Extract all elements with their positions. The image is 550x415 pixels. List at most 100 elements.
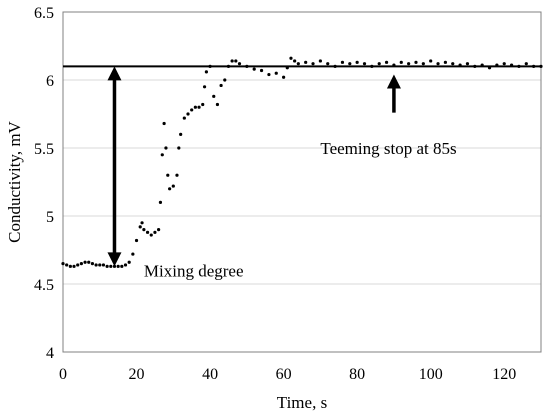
data-point [157, 228, 161, 232]
data-point [116, 264, 120, 268]
data-point [282, 75, 286, 79]
annotation-text: Teeming stop at 85s [320, 139, 456, 158]
data-point [293, 59, 297, 63]
data-point [285, 66, 289, 70]
x-tick-label: 0 [59, 366, 67, 383]
data-point [212, 94, 216, 98]
y-tick-label: 5.5 [34, 141, 54, 158]
data-point [160, 153, 164, 157]
data-point [79, 262, 83, 266]
data-point [197, 105, 201, 109]
data-point [193, 105, 197, 109]
data-point [171, 184, 175, 188]
data-point [429, 59, 433, 63]
data-point [166, 173, 170, 177]
data-point [436, 62, 440, 66]
y-tick-label: 6.5 [34, 5, 54, 22]
data-point [109, 264, 113, 268]
data-point [259, 68, 264, 73]
data-point [237, 62, 242, 66]
data-point [421, 62, 425, 66]
data-point [296, 62, 300, 66]
data-point [362, 62, 367, 66]
data-point [162, 121, 166, 126]
y-tick-label: 4.5 [34, 277, 54, 294]
data-point [131, 252, 135, 256]
x-axis-label: Time, s [277, 393, 327, 412]
data-point [311, 62, 315, 66]
y-axis-label: Conductivity, mV [5, 120, 24, 242]
data-point [234, 59, 238, 63]
data-point [473, 64, 477, 68]
mixing-degree-arrow [107, 66, 122, 267]
data-point [245, 64, 249, 68]
data-point [524, 62, 528, 66]
grid [63, 79, 541, 285]
data-point [72, 264, 76, 268]
data-point [208, 64, 212, 68]
data-point [226, 64, 231, 68]
data-point [168, 187, 172, 191]
teeming-stop-arrow [386, 74, 401, 113]
data-point [219, 83, 223, 88]
data-point [532, 64, 536, 68]
x-tick-label: 100 [419, 366, 443, 383]
data-point [333, 64, 337, 68]
data-point [223, 78, 227, 82]
data-point [94, 263, 98, 267]
data-point [138, 225, 142, 229]
data-point [98, 263, 102, 267]
data-point [267, 72, 271, 77]
data-point [149, 233, 153, 237]
data-point [120, 264, 124, 268]
data-point [179, 132, 183, 136]
data-point [252, 67, 256, 71]
data-point [392, 63, 396, 67]
data-point [65, 263, 69, 267]
data-point [182, 116, 186, 120]
data-point [186, 112, 190, 116]
data-point [134, 238, 139, 243]
data-point [495, 63, 499, 67]
data-point [68, 264, 72, 268]
data-point [451, 62, 455, 66]
data-point [175, 173, 179, 177]
data-point [202, 85, 207, 89]
data-point [140, 221, 144, 225]
y-tick-label: 6 [46, 73, 54, 90]
data-point [465, 62, 470, 66]
data-point [90, 262, 95, 266]
data-point [201, 102, 205, 107]
data-point [370, 64, 374, 68]
data-point [318, 59, 322, 63]
data-point [127, 260, 131, 264]
data-point [274, 71, 278, 75]
data-point [384, 60, 389, 64]
data-point [355, 60, 359, 64]
annotation-text: Mixing degree [144, 261, 244, 280]
data-point [458, 63, 462, 67]
data-point [164, 146, 168, 150]
data-point [326, 62, 330, 66]
data-point [123, 263, 128, 267]
data-point [204, 70, 208, 74]
x-tick-label: 120 [492, 366, 516, 383]
data-point [509, 63, 514, 67]
data-point [480, 63, 484, 67]
data-point [399, 60, 403, 64]
data-point [407, 62, 411, 66]
data-point [101, 263, 106, 267]
data-point [215, 102, 220, 107]
data-point [230, 59, 234, 63]
data-point [61, 262, 65, 266]
data-point [190, 108, 194, 112]
data-point [502, 62, 506, 66]
data-point [142, 228, 146, 232]
data-point [443, 60, 447, 64]
data-point [87, 260, 91, 264]
x-tick-label: 80 [349, 366, 365, 383]
data-point [158, 200, 163, 204]
data-point [76, 263, 80, 267]
y-tick-label: 4 [46, 345, 54, 362]
